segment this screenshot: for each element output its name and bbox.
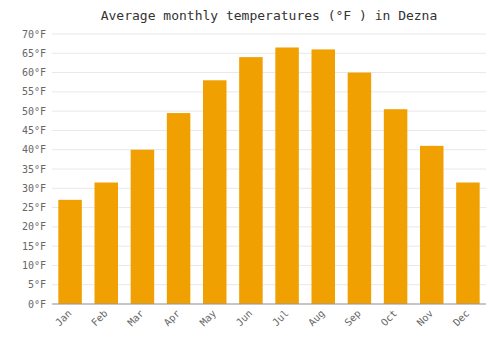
bar bbox=[239, 57, 263, 304]
x-axis: Jan Feb Mar Apr May Jun Jul Aug Sep Oct Nov Dec bbox=[52, 304, 486, 328]
y-tick-label: 15°F bbox=[22, 241, 46, 252]
grid-line bbox=[52, 34, 486, 35]
grid-line bbox=[52, 111, 486, 112]
x-tick-label: Feb bbox=[89, 308, 110, 329]
y-tick-label: 50°F bbox=[22, 106, 46, 117]
x-tick-label: Mar bbox=[125, 308, 146, 329]
chart-svg: Average monthly temperatures (°F ) in De… bbox=[0, 0, 500, 350]
x-tick-label: Sep bbox=[342, 308, 363, 329]
y-grid bbox=[52, 34, 486, 304]
chart-container: Average monthly temperatures (°F ) in De… bbox=[0, 0, 500, 350]
y-tick-label: 65°F bbox=[22, 48, 46, 59]
x-tick-label: Nov bbox=[415, 308, 436, 329]
y-axis: 0°F 5°F 10°F 15°F 20°F 25°F 30°F 35°F 40°F 45°F 50… bbox=[22, 29, 46, 310]
y-tick-label: 35°F bbox=[22, 164, 46, 175]
x-tick-label: May bbox=[198, 308, 219, 329]
x-tick-label: Oct bbox=[379, 308, 400, 329]
bar bbox=[348, 73, 372, 304]
y-tick-label: 30°F bbox=[22, 183, 46, 194]
bar bbox=[167, 113, 191, 304]
grid-line bbox=[52, 304, 486, 305]
bar bbox=[311, 49, 335, 304]
x-tick-label: Aug bbox=[306, 308, 327, 329]
y-tick-label: 60°F bbox=[22, 67, 46, 78]
bar bbox=[275, 48, 299, 305]
x-axis-line bbox=[52, 304, 486, 305]
grid-line bbox=[52, 72, 486, 73]
grid-line bbox=[52, 130, 486, 131]
y-tick-label: 45°F bbox=[22, 125, 46, 136]
y-tick-label: 55°F bbox=[22, 86, 46, 97]
bar bbox=[131, 150, 155, 304]
y-tick-label: 40°F bbox=[22, 144, 46, 155]
bar bbox=[420, 146, 444, 304]
bar bbox=[203, 80, 227, 304]
y-tick-label: 20°F bbox=[22, 221, 46, 232]
grid-line bbox=[52, 91, 486, 92]
x-tick-label: Jan bbox=[53, 308, 74, 329]
y-tick-label: 10°F bbox=[22, 260, 46, 271]
x-tick-label: Apr bbox=[162, 308, 183, 329]
bar bbox=[384, 109, 408, 304]
bar bbox=[456, 183, 480, 305]
bars bbox=[58, 48, 479, 305]
y-tick-label: 25°F bbox=[22, 202, 46, 213]
y-tick-label: 5°F bbox=[28, 279, 46, 290]
y-tick-label: 70°F bbox=[22, 29, 46, 40]
chart-title: Average monthly temperatures (°F ) in De… bbox=[101, 8, 438, 23]
x-tick-label: Dec bbox=[451, 308, 472, 329]
y-tick-label: 0°F bbox=[28, 299, 46, 310]
x-tick-label: Jul bbox=[270, 308, 291, 329]
bar bbox=[94, 183, 118, 305]
grid-line bbox=[52, 53, 486, 54]
bar bbox=[58, 200, 82, 304]
x-tick-label: Jun bbox=[234, 308, 255, 329]
